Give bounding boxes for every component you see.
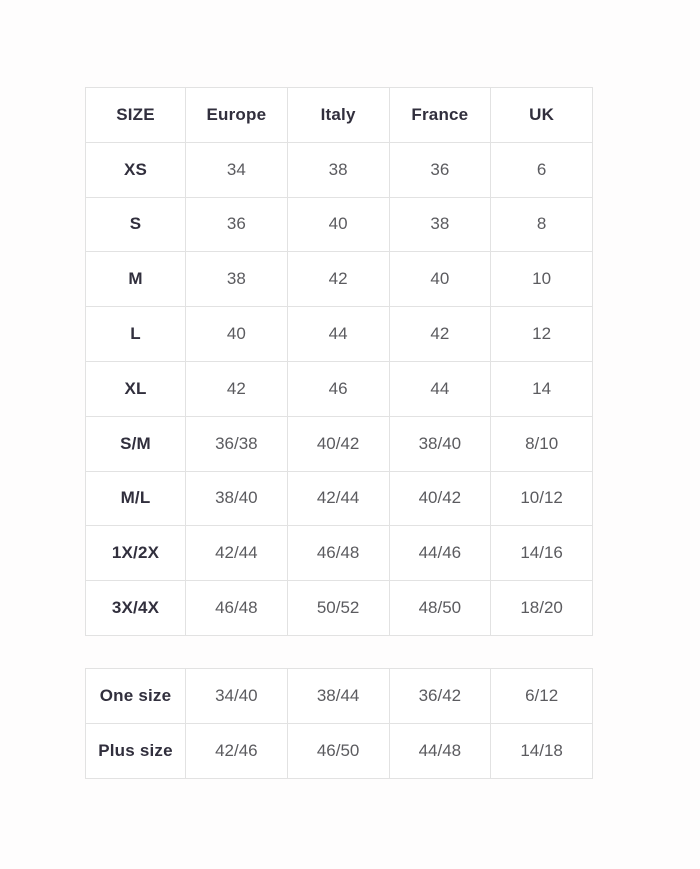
size-row-label: M/L	[85, 470, 186, 527]
size-value: 8/10	[490, 415, 593, 472]
size-value: 40	[185, 306, 288, 362]
size-value: 10	[490, 251, 593, 308]
size-row-label: S/M	[85, 415, 186, 472]
column-header-france: France	[388, 87, 492, 143]
size-value: 18/20	[490, 580, 593, 636]
table-row-s: S 36 40 38 8	[85, 196, 593, 253]
one-size-plus-size-table: One size 34/40 38/44 36/42 6/12 Plus siz…	[85, 667, 593, 779]
size-value: 42	[388, 306, 492, 362]
size-value: 14	[490, 360, 593, 417]
size-value: 10/12	[490, 470, 593, 527]
size-value: 44	[388, 360, 492, 417]
size-row-label: S	[85, 196, 186, 253]
size-value: 34/40	[185, 667, 288, 724]
size-value: 38/40	[388, 415, 492, 472]
size-value: 40	[286, 196, 390, 253]
size-value: 12	[490, 306, 593, 362]
size-value: 40	[388, 251, 492, 308]
table-row-s-m: S/M 36/38 40/42 38/40 8/10	[85, 415, 593, 472]
size-conversion-table: SIZE Europe Italy France UK XS 34 38 36 …	[85, 87, 593, 636]
size-row-label: XL	[85, 360, 186, 417]
size-value: 36/42	[388, 667, 492, 724]
size-value: 48/50	[388, 580, 492, 636]
column-header-uk: UK	[490, 87, 593, 143]
size-value: 42/44	[185, 525, 288, 582]
size-value: 38/40	[185, 470, 288, 527]
size-value: 42	[185, 360, 288, 417]
size-row-label: XS	[85, 141, 186, 198]
size-row-label: M	[85, 251, 186, 308]
size-value: 46/48	[185, 580, 288, 636]
size-row-label: One size	[85, 667, 186, 724]
column-header-italy: Italy	[286, 87, 390, 143]
size-value: 38/44	[286, 667, 390, 724]
size-value: 14/16	[490, 525, 593, 582]
size-value: 8	[490, 196, 593, 253]
size-value: 36	[185, 196, 288, 253]
size-value: 42	[286, 251, 390, 308]
size-value: 36/38	[185, 415, 288, 472]
column-header-size: SIZE	[85, 87, 186, 143]
size-row-label: L	[85, 306, 186, 362]
size-value: 6/12	[490, 667, 593, 724]
size-value: 42/44	[286, 470, 390, 527]
size-value: 38	[388, 196, 492, 253]
size-value: 38	[286, 141, 390, 198]
size-value: 36	[388, 141, 492, 198]
table-row-xl: XL 42 46 44 14	[85, 360, 593, 417]
size-row-label: Plus size	[85, 722, 186, 779]
size-row-label: 3X/4X	[85, 580, 186, 636]
table-row-plus-size: Plus size 42/46 46/50 44/48 14/18	[85, 722, 593, 779]
size-value: 6	[490, 141, 593, 198]
size-value: 44/48	[388, 722, 492, 779]
table-row-m-l: M/L 38/40 42/44 40/42 10/12	[85, 470, 593, 527]
size-value: 34	[185, 141, 288, 198]
table-row-3x-4x: 3X/4X 46/48 50/52 48/50 18/20	[85, 580, 593, 636]
table-row-l: L 40 44 42 12	[85, 306, 593, 362]
column-header-europe: Europe	[185, 87, 288, 143]
size-conversion-section: SIZE Europe Italy France UK XS 34 38 36 …	[85, 87, 593, 779]
size-value: 46	[286, 360, 390, 417]
size-value: 46/48	[286, 525, 390, 582]
size-value: 40/42	[388, 470, 492, 527]
size-value: 46/50	[286, 722, 390, 779]
table-row-xs: XS 34 38 36 6	[85, 141, 593, 198]
size-value: 38	[185, 251, 288, 308]
size-value: 40/42	[286, 415, 390, 472]
size-value: 50/52	[286, 580, 390, 636]
size-value: 44/46	[388, 525, 492, 582]
table-row-one-size: One size 34/40 38/44 36/42 6/12	[85, 667, 593, 724]
size-value: 44	[286, 306, 390, 362]
table-row-1x-2x: 1X/2X 42/44 46/48 44/46 14/16	[85, 525, 593, 582]
size-row-label: 1X/2X	[85, 525, 186, 582]
size-value: 14/18	[490, 722, 593, 779]
header-row: SIZE Europe Italy France UK	[85, 87, 593, 143]
size-value: 42/46	[185, 722, 288, 779]
table-row-m: M 38 42 40 10	[85, 251, 593, 308]
